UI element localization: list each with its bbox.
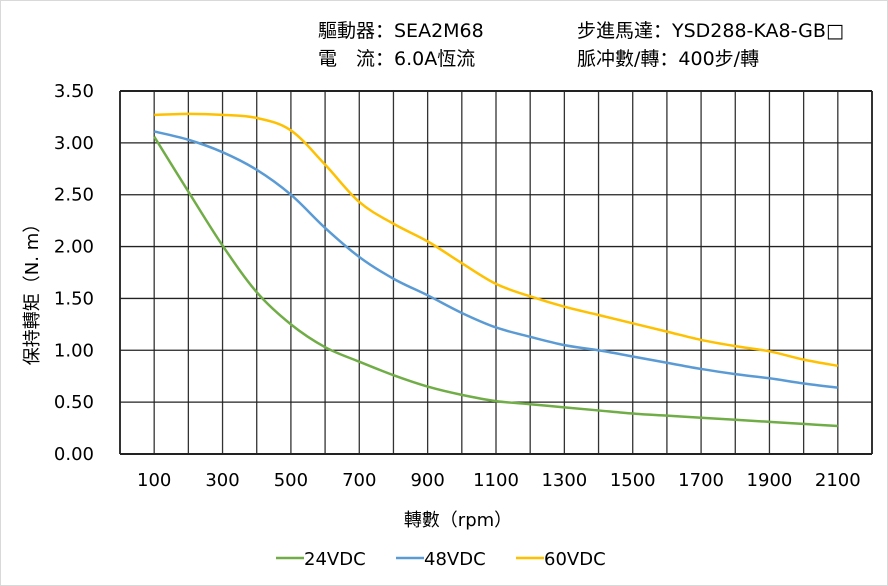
motor-info: 步進馬達：YSD288-KA8-GB□ [577, 20, 844, 42]
legend-label-60VDC: 60VDC [544, 549, 606, 570]
y-ticks: 0.00 0.50 1.00 1.50 2.00 2.50 3.00 3.50 [54, 81, 94, 465]
x-tick-label: 1700 [678, 470, 724, 491]
x-tick-label: 2100 [815, 470, 861, 491]
y-tick-label: 1.00 [54, 340, 94, 361]
driver-info: 驅動器：SEA2M68 [318, 20, 484, 42]
x-tick-label: 300 [205, 470, 239, 491]
x-tick-label: 1500 [610, 470, 656, 491]
legend-label-48VDC: 48VDC [424, 549, 486, 570]
y-tick-label: 3.50 [54, 81, 94, 102]
series-line-24VDC [153, 135, 838, 428]
grid [119, 90, 873, 455]
legend: 24VDC 48VDC 60VDC [276, 549, 606, 570]
x-tick-label: 1900 [747, 470, 793, 491]
x-axis-label: 轉數（rpm） [404, 510, 512, 531]
x-tick-label: 100 [137, 470, 171, 491]
pulse-info: 脈冲數/轉：400步/轉 [577, 48, 760, 70]
x-tick-label: 700 [342, 470, 376, 491]
y-tick-label: 2.50 [54, 185, 94, 206]
legend-label-24VDC: 24VDC [304, 549, 366, 570]
series-line-48VDC [153, 130, 838, 389]
x-ticks: 100 300 500 700 900 1100 1300 1500 1700 1900 2100 [137, 470, 861, 491]
y-tick-label: 2.00 [54, 237, 94, 258]
y-tick-label: 0.50 [54, 392, 94, 413]
x-tick-label: 1300 [541, 470, 587, 491]
y-axis-label: 保持轉矩（N. m） [22, 215, 43, 365]
series-lines [153, 112, 839, 428]
y-tick-label: 1.50 [54, 288, 94, 309]
x-tick-label: 500 [274, 470, 308, 491]
current-info: 電 流：6.0A恆流 [318, 48, 476, 70]
y-tick-label: 3.00 [54, 133, 94, 154]
x-tick-label: 900 [410, 470, 444, 491]
y-tick-label: 0.00 [54, 444, 94, 465]
x-tick-label: 1100 [473, 470, 519, 491]
series-line-60VDC [154, 112, 839, 368]
